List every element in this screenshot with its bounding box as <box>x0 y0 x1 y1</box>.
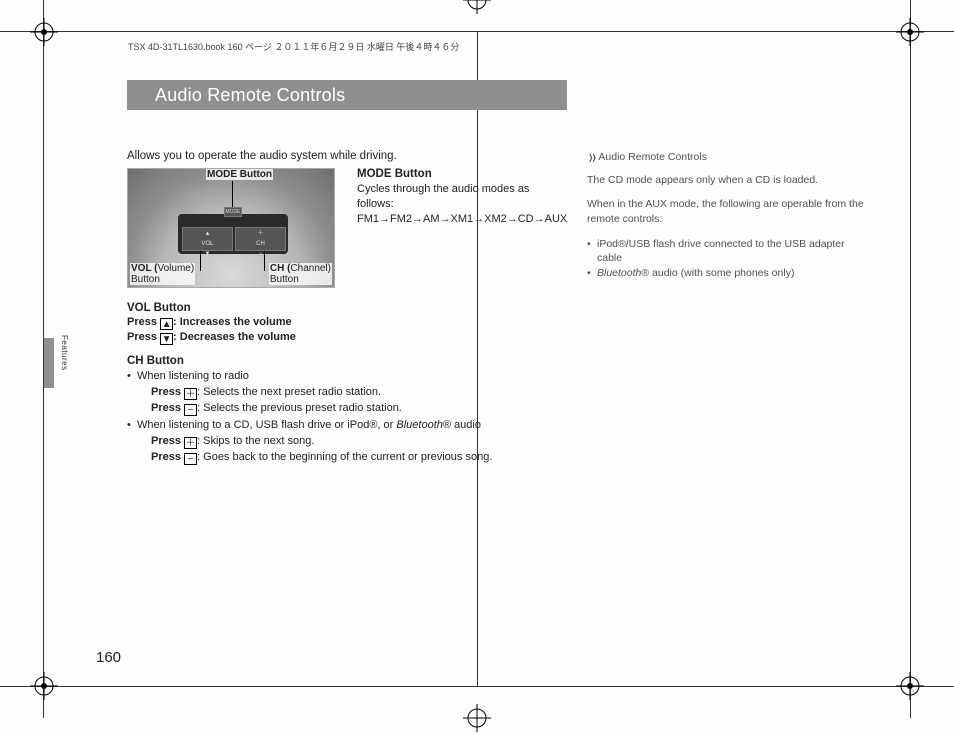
ch-list: When listening to radio Press ＋: Selects… <box>127 369 577 465</box>
leader-vol <box>200 251 201 271</box>
reg-mark-tl <box>30 18 58 46</box>
side-p2: When in the AUX mode, the following are … <box>587 197 867 226</box>
reg-mark-mid-bottom <box>463 704 491 732</box>
plus-icon: ＋ <box>184 388 197 400</box>
side-li1: iPod®/USB flash drive connected to the U… <box>587 237 867 266</box>
ch-media-item: When listening to a CD, USB flash drive … <box>127 418 577 465</box>
ch-radio-plus: Press ＋: Selects the next preset radio s… <box>137 385 577 400</box>
mode-p2: FM1→FM2→AM→XM1→XM2→CD→AUX <box>357 212 567 227</box>
wheel-btn-row: ▲VOL▼ ＋CH− <box>182 227 286 251</box>
callout-ch: CH (Channel)Button <box>269 263 332 285</box>
ch-radio-item: When listening to radio Press ＋: Selects… <box>127 369 577 416</box>
vol-heading: VOL Button <box>127 302 577 314</box>
reg-mark-mid-top <box>463 0 491 14</box>
page-number: 160 <box>96 649 121 666</box>
leader-ch <box>264 251 265 271</box>
running-header: TSX 4D-31TL1630.book 160 ページ ２０１１年６月２９日 … <box>128 40 459 53</box>
trim-line-right <box>910 0 911 718</box>
ch-heading: CH Button <box>127 355 577 367</box>
ch-media-plus: Press ＋: Skips to the next song. <box>137 434 577 449</box>
callout-vol: VOL (Volume)Button <box>130 263 195 285</box>
ch-media-minus: Press −: Goes back to the beginning of t… <box>137 450 577 465</box>
section-title: Audio Remote Controls <box>127 80 567 110</box>
vol-up-line: Press ▲: Increases the volume <box>127 316 577 330</box>
mode-heading: MODE Button <box>357 168 567 180</box>
ch-radio-minus: Press −: Selects the previous preset rad… <box>137 401 577 416</box>
side-list: iPod®/USB flash drive connected to the U… <box>587 237 867 281</box>
wheel-ch-pad: ＋CH− <box>235 227 286 251</box>
page-body: Allows you to operate the audio system w… <box>127 150 884 658</box>
figure-wrap: MODE ▲VOL▼ ＋CH− MODE Button VOL (Volume)… <box>127 168 347 288</box>
below-text: VOL Button Press ▲: Increases the volume… <box>127 288 577 465</box>
side-head: Audio Remote Controls <box>587 150 867 165</box>
thumb-tab-label: Features <box>60 335 69 371</box>
side-column: Audio Remote Controls The CD mode appear… <box>587 150 867 281</box>
side-p1: The CD mode appears only when a CD is lo… <box>587 173 867 188</box>
callout-mode: MODE Button <box>206 169 273 180</box>
down-icon: ▼ <box>160 333 173 345</box>
side-li2: Bluetooth® audio (with some phones only) <box>587 266 867 281</box>
thumb-tab <box>44 338 54 388</box>
vol-down-line: Press ▼: Decreases the volume <box>127 331 577 345</box>
minus-icon: − <box>184 453 197 465</box>
wheel-vol-pad: ▲VOL▼ <box>182 227 233 251</box>
wheel-mode-btn: MODE <box>224 207 242 217</box>
up-icon: ▲ <box>160 318 173 330</box>
minus-icon: − <box>184 404 197 416</box>
mode-p1: Cycles through the audio modes as follow… <box>357 182 567 212</box>
plus-icon: ＋ <box>184 437 197 449</box>
leader-mode <box>232 181 233 207</box>
steering-wheel-image: MODE ▲VOL▼ ＋CH− MODE Button VOL (Volume)… <box>127 168 335 288</box>
mode-text: MODE Button Cycles through the audio mod… <box>357 168 567 227</box>
